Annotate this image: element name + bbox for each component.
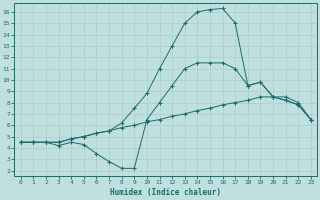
X-axis label: Humidex (Indice chaleur): Humidex (Indice chaleur) <box>110 188 221 197</box>
